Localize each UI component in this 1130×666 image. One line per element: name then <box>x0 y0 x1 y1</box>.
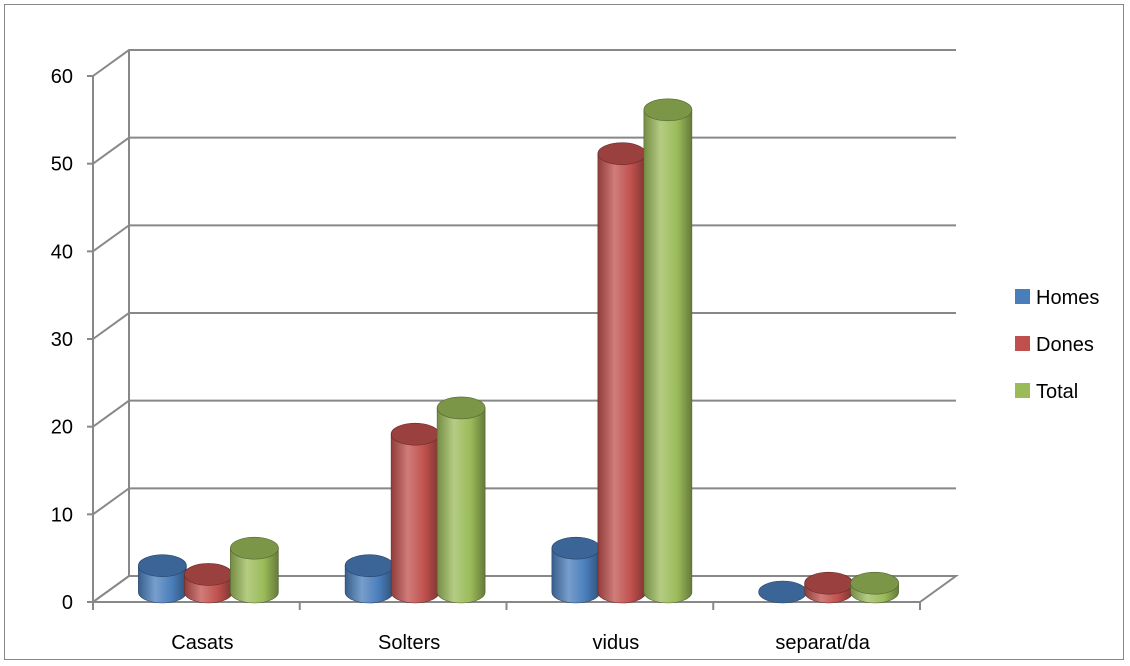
bar-body <box>643 109 693 604</box>
legend: Homes Dones Total <box>1015 287 1099 403</box>
legend-swatch-dones <box>1015 336 1030 351</box>
legend-swatch-homes <box>1015 289 1030 304</box>
legend-label-homes: Homes <box>1036 287 1099 309</box>
bar-homes-1 <box>138 554 187 604</box>
gridline <box>92 487 956 516</box>
bar-total-1 <box>230 536 279 604</box>
bar-top <box>597 142 647 165</box>
gridline <box>92 49 956 77</box>
y-tick-label: 10 <box>51 504 73 526</box>
bar-top <box>184 563 233 586</box>
bar-total-2 <box>436 396 486 604</box>
gridline <box>92 399 956 428</box>
y-tick-label: 20 <box>51 417 73 439</box>
bar-homes-4 <box>758 580 807 604</box>
bar-top <box>436 396 486 420</box>
bar-body <box>436 407 486 604</box>
bar-body <box>230 547 279 604</box>
legend-label-total: Total <box>1036 381 1078 403</box>
bar-homes-2 <box>344 554 394 604</box>
gridline <box>92 312 956 340</box>
y-tick-label: 30 <box>51 329 73 351</box>
bar-top <box>230 536 279 560</box>
bar-top <box>758 580 807 604</box>
bar-dones-1 <box>184 563 233 604</box>
y-axis: 0 10 20 30 40 50 60 <box>51 66 93 614</box>
bar-dones-2 <box>390 422 440 604</box>
chart-frame: 0 10 20 30 40 50 60 Casats Solters vidus separat/… <box>4 4 1124 660</box>
chart-walls <box>89 50 960 603</box>
legend-swatch-total <box>1015 383 1030 398</box>
x-axis: Casats Solters vidus separat/da <box>92 602 921 654</box>
y-tick-label: 50 <box>51 154 73 176</box>
x-category-label: Solters <box>378 632 440 654</box>
legend-label-dones: Dones <box>1036 334 1094 356</box>
bar-top <box>804 571 853 595</box>
bar-body <box>390 433 440 604</box>
y-tick-label: 60 <box>51 66 73 88</box>
bar-top <box>643 98 693 122</box>
bar-dones-4 <box>804 571 853 604</box>
bar-dones-3 <box>597 142 647 604</box>
x-category-label: separat/da <box>775 632 870 654</box>
gridline <box>92 136 956 165</box>
gridlines <box>92 49 956 603</box>
bar-body <box>597 153 647 604</box>
x-category-label: Casats <box>171 632 233 654</box>
gridline <box>92 224 956 253</box>
bar-top <box>390 422 440 446</box>
bar-homes-3 <box>551 536 601 604</box>
x-category-label: vidus <box>593 632 640 654</box>
y-tick-label: 0 <box>62 592 73 614</box>
bar-top <box>850 571 899 595</box>
bars <box>138 98 899 604</box>
bar-top <box>344 554 394 578</box>
chart-svg: 0 10 20 30 40 50 60 Casats Solters vidus separat/… <box>51 49 1099 654</box>
y-tick-label: 40 <box>51 241 73 263</box>
bar-total-3 <box>643 98 693 604</box>
bar-top <box>138 554 187 578</box>
bar-top <box>551 536 601 560</box>
bar-total-4 <box>850 571 899 604</box>
